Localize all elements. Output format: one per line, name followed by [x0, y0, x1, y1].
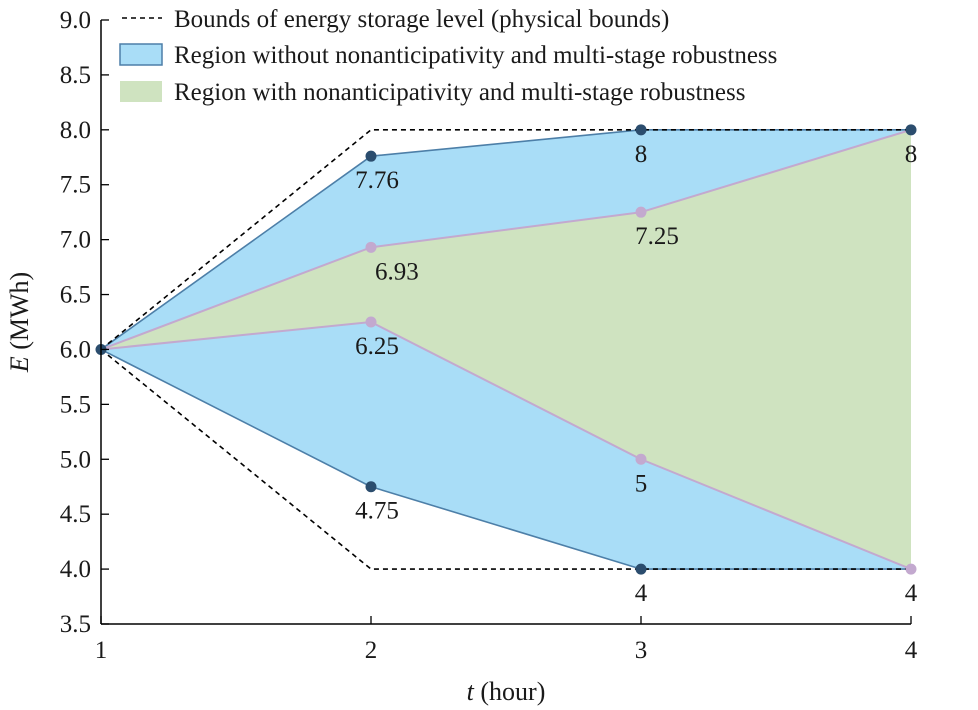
data-label: 4.75	[355, 498, 399, 525]
markers	[95, 124, 917, 575]
outer-upper-marker	[635, 124, 647, 136]
x-axis-unit: (hour)	[474, 677, 545, 706]
data-label: 8	[635, 141, 648, 168]
data-label: 4	[905, 580, 918, 607]
y-tick-label: 8.5	[60, 62, 91, 89]
series-lines	[100, 128, 912, 571]
inner-lower-marker	[635, 453, 647, 465]
outer-lower-line	[100, 348, 911, 570]
x-tick-label: 4	[905, 637, 918, 664]
regions	[101, 129, 911, 570]
data-label: 6.93	[375, 258, 419, 285]
bounds-lower-line	[100, 348, 911, 570]
inner-upper-marker	[635, 206, 647, 218]
y-ticks: 3.5 4.0 4.5 5.0 5.5 6.0 6.5 7.0 7.5 8.0 8.5 9.0	[60, 7, 109, 638]
y-tick-label: 4.0	[60, 556, 91, 583]
data-label: 5	[635, 470, 648, 497]
x-tick-label: 1	[95, 637, 108, 664]
y-tick-label: 5.5	[60, 391, 91, 418]
y-tick-label: 4.5	[60, 501, 91, 528]
axes	[100, 20, 911, 625]
y-tick-label: 6.5	[60, 282, 91, 309]
inner-lower-marker	[365, 316, 377, 328]
y-tick-label: 6.0	[60, 336, 91, 363]
data-label: 8	[905, 141, 918, 168]
x-tick-label: 3	[635, 637, 648, 664]
bounds-upper-line	[100, 129, 911, 351]
legend-outer-label: Region without nonanticipativity and mul…	[174, 42, 777, 69]
legend-inner-label: Region with nonanticipativity and multi-…	[174, 79, 745, 106]
legend-inner-swatch	[120, 81, 162, 102]
data-label: 7.76	[355, 167, 399, 194]
inner-lower-line	[100, 320, 912, 571]
data-label: 4	[635, 580, 648, 607]
legend-outer-swatch	[119, 43, 163, 66]
y-axis-title: E (MWh)	[5, 272, 34, 373]
x-axis-variable: t	[467, 677, 475, 706]
data-label: 6.25	[355, 333, 399, 360]
y-axis-variable: E	[5, 356, 34, 373]
y-tick-label: 3.5	[60, 611, 91, 638]
outer-upper-marker	[905, 124, 917, 136]
data-label: 7.25	[635, 223, 679, 250]
y-tick-label: 7.5	[60, 172, 91, 199]
x-tick-label: 2	[365, 637, 378, 664]
outer-lower-marker	[635, 563, 647, 575]
inner-lower-marker	[905, 563, 917, 575]
y-tick-label: 9.0	[60, 7, 91, 34]
outer-upper-line	[100, 129, 911, 351]
outer-upper-marker	[365, 150, 377, 162]
outer-lower-marker	[365, 481, 377, 493]
y-axis-unit: (MWh)	[5, 272, 34, 356]
y-tick-label: 5.0	[60, 446, 91, 473]
x-axis-title: t (hour)	[467, 677, 546, 706]
bounds-lines	[100, 129, 911, 570]
y-tick-label: 7.0	[60, 227, 91, 254]
data-labels: 7.76 6.93 6.25 4.75 8 7.25 5 4 8 4	[355, 141, 918, 607]
inner-upper-line	[100, 128, 912, 351]
x-ticks: 1 2 3 4	[95, 616, 918, 664]
legend-bounds-label: Bounds of energy storage level (physical…	[174, 6, 669, 33]
y-tick-label: 8.0	[60, 117, 91, 144]
inner-upper-marker	[365, 241, 377, 253]
legend: Bounds of energy storage level (physical…	[119, 6, 777, 106]
inner-region-area	[101, 129, 911, 570]
